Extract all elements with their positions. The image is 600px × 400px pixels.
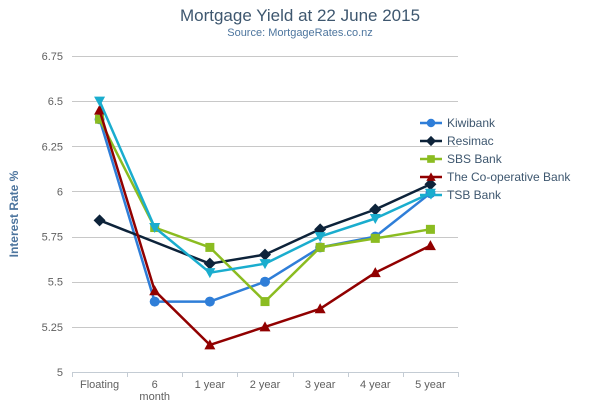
legend: Kiwibank Resimac SBS Bank The Co-operative …	[420, 114, 570, 204]
x-tick-label: 2 year	[250, 379, 281, 391]
tsb-bank-point-1-year[interactable]	[204, 268, 216, 279]
x-axis-labels: Floating 6 month 1 year 2 year 3 year 4 year 5 …	[80, 379, 446, 400]
kiwibank-point-6-month[interactable]	[149, 296, 160, 307]
legend-item-kiwibank[interactable]: Kiwibank	[420, 114, 570, 132]
the-co-operative-bank-point-2-year[interactable]	[259, 321, 271, 332]
sbs-bank-point-floating[interactable]	[95, 114, 105, 124]
the-co-operative-bank-point-1-year[interactable]	[204, 339, 216, 350]
chart-subtitle: Source: MortgageRates.co.nz	[227, 27, 373, 39]
legend-label: SBS Bank	[447, 152, 502, 166]
x-tick-label: Floating	[80, 379, 119, 391]
diamond-icon	[420, 135, 442, 147]
resimac-point-1-year[interactable]	[203, 257, 216, 270]
sbs-bank-point-5-year[interactable]	[425, 224, 435, 234]
legend-item-sbs-bank[interactable]: SBS Bank	[420, 150, 570, 168]
sbs-bank-point-4-year[interactable]	[370, 233, 380, 243]
legend-label: TSB Bank	[447, 188, 502, 202]
the-co-operative-bank-point-5-year[interactable]	[424, 240, 436, 251]
legend-item-the-co-operative-bank[interactable]: The Co-operative Bank	[420, 168, 570, 186]
square-icon	[420, 155, 442, 163]
tsb-bank-point-floating[interactable]	[94, 96, 106, 107]
series-the-co-operative-bank	[94, 104, 436, 350]
x-axis	[72, 372, 459, 377]
the-co-operative-bank-point-3-year[interactable]	[314, 303, 326, 314]
tsb-bank-point-4-year[interactable]	[369, 214, 381, 225]
y-tick-label: 6.75	[42, 51, 63, 63]
sbs-bank-point-2-year[interactable]	[260, 297, 270, 307]
legend-item-resimac[interactable]: Resimac	[420, 132, 570, 150]
resimac-point-floating[interactable]	[93, 214, 106, 227]
kiwibank-point-1-year[interactable]	[204, 296, 215, 307]
the-co-operative-bank-point-4-year[interactable]	[369, 267, 381, 278]
resimac-point-4-year[interactable]	[369, 203, 382, 216]
kiwibank-point-2-year[interactable]	[260, 276, 270, 287]
y-tick-label: 5	[57, 367, 63, 379]
the-co-operative-bank-point-6-month[interactable]	[149, 285, 161, 296]
series-line-tsb-bank	[98, 99, 432, 274]
y-tick-label: 5.25	[42, 322, 63, 334]
y-axis-labels: 5 5.25 5.5 5.75 6 6.25 6.5 6.75	[42, 51, 63, 379]
x-tick-label: 4 year	[360, 379, 391, 391]
tsb-bank-point-3-year[interactable]	[314, 232, 326, 243]
y-tick-label: 5.75	[42, 232, 63, 244]
x-tick-label: 6 month	[139, 379, 170, 400]
series-line-the-co-operative-bank	[98, 108, 432, 347]
the-co-operative-bank-point-floating[interactable]	[94, 104, 106, 115]
tsb-bank-point-6-month[interactable]	[149, 223, 161, 234]
y-tick-label: 5.5	[48, 277, 63, 289]
legend-item-tsb-bank[interactable]: TSB Bank	[420, 186, 570, 204]
triangle-icon	[420, 172, 442, 181]
x-tick-label: 3 year	[305, 379, 336, 391]
triangle-down-icon	[420, 191, 442, 200]
circle-icon	[420, 118, 442, 128]
chart-title: Mortgage Yield at 22 June 2015	[179, 6, 421, 25]
tsb-bank-point-2-year[interactable]	[259, 259, 271, 270]
x-tick-label: 1 year	[195, 379, 226, 391]
y-tick-label: 6.25	[42, 141, 63, 153]
y-tick-label: 6	[57, 186, 63, 198]
resimac-point-5-year[interactable]	[424, 178, 437, 191]
y-tick-label: 6.5	[48, 96, 63, 108]
resimac-point-2-year[interactable]	[259, 248, 271, 261]
x-tick-label: 5 year	[415, 379, 446, 391]
legend-label: The Co-operative Bank	[447, 170, 571, 184]
sbs-bank-point-3-year[interactable]	[315, 242, 325, 252]
legend-label: Kiwibank	[447, 116, 496, 130]
legend-label: Resimac	[447, 134, 494, 148]
sbs-bank-point-1-year[interactable]	[205, 242, 215, 252]
